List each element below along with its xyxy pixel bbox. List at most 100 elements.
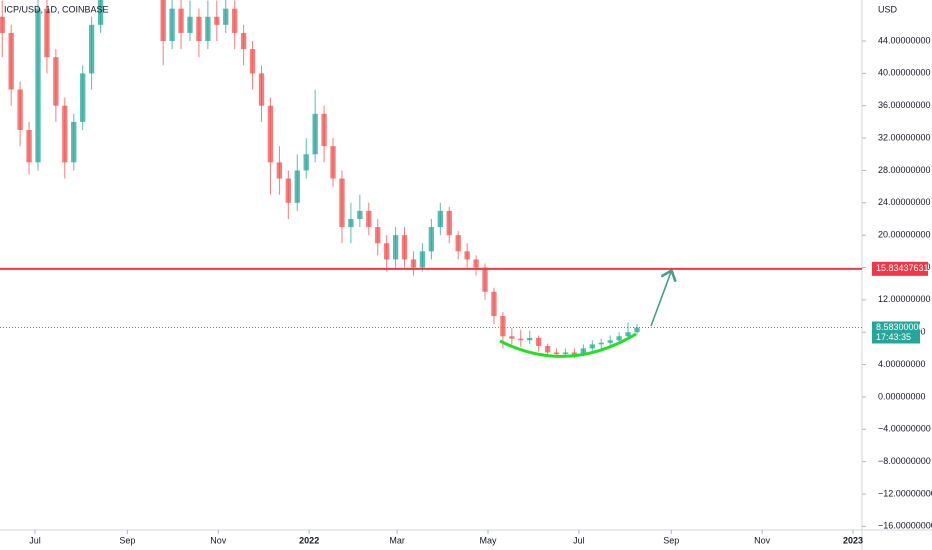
candle-body xyxy=(580,348,587,355)
candle-body xyxy=(464,251,470,260)
candle-body xyxy=(455,235,461,252)
y-tick-label: 4.00000000 xyxy=(878,359,926,369)
candle-body xyxy=(178,8,184,33)
candle-body xyxy=(589,344,595,349)
candle-body xyxy=(88,24,95,74)
arrow-drawing xyxy=(650,272,671,327)
candle-body xyxy=(428,227,435,252)
candle-body xyxy=(62,105,68,163)
candle-body xyxy=(294,170,300,203)
candle-body xyxy=(482,267,488,292)
candle-body xyxy=(196,16,202,42)
candle-body xyxy=(303,154,309,171)
candle-body xyxy=(357,210,363,219)
y-tick-label: 20.00000000 xyxy=(878,230,931,240)
countdown-label: 17:43:35 xyxy=(876,332,911,342)
candle-body xyxy=(544,345,551,353)
x-tick-label: 2022 xyxy=(299,535,319,545)
candle-body xyxy=(169,8,175,42)
x-tick-label: Jul xyxy=(573,535,585,545)
x-tick-label: Nov xyxy=(210,535,227,545)
chart-title: ICP/USD, 1D, COINBASE xyxy=(4,4,109,14)
x-tick-label: 2023 xyxy=(843,535,863,545)
x-tick-label: Mar xyxy=(389,535,405,545)
candle-body xyxy=(562,352,569,355)
candle-body xyxy=(223,8,229,25)
candle-body xyxy=(616,336,622,341)
candle-body xyxy=(44,8,50,58)
y-tick-label: 32.00000000 xyxy=(878,132,931,142)
candle-body xyxy=(267,105,274,163)
candle-body xyxy=(392,235,399,260)
level-label: 15.83437631 xyxy=(876,263,929,273)
candle-body xyxy=(232,8,238,33)
candle-body xyxy=(366,210,372,228)
candle-body xyxy=(339,178,345,228)
candle-body xyxy=(258,73,265,106)
x-tick-label: Sep xyxy=(119,535,135,545)
y-tick-label: −12.00000000 xyxy=(878,488,932,498)
y-tick-label: 12.00000000 xyxy=(878,294,931,304)
candle-body xyxy=(500,316,506,337)
candle-body xyxy=(26,129,32,163)
candle-body xyxy=(53,57,59,106)
candle-body xyxy=(205,16,211,42)
candle-body xyxy=(437,210,443,228)
candle-body xyxy=(598,342,604,345)
candle-body xyxy=(8,32,14,90)
candle-body xyxy=(285,178,292,203)
candle-body xyxy=(607,340,613,343)
candle-body xyxy=(419,251,426,268)
x-tick-label: May xyxy=(479,535,497,545)
candle-body xyxy=(249,49,256,74)
candle-body xyxy=(348,218,354,228)
candle-body xyxy=(35,8,41,163)
cup-drawing xyxy=(499,332,637,358)
y-tick-label: 24.00000000 xyxy=(878,197,931,207)
candle-body xyxy=(187,16,193,33)
candle-body xyxy=(240,32,247,50)
candle-body xyxy=(276,162,283,179)
x-tick-label: Sep xyxy=(663,535,679,545)
candle-body xyxy=(527,337,533,341)
candle-body xyxy=(160,0,166,42)
candles xyxy=(0,0,640,359)
x-tick-label: Jul xyxy=(29,535,41,545)
candle-body xyxy=(71,121,77,163)
candle-body xyxy=(473,259,479,268)
last-price-label: 8.58300000 xyxy=(876,322,924,332)
candle-body xyxy=(491,291,497,317)
candle-body xyxy=(214,16,220,25)
candle-body xyxy=(375,227,381,244)
candle-body xyxy=(625,332,631,337)
candle-body xyxy=(518,338,524,341)
candle-body xyxy=(634,327,640,333)
candle-body xyxy=(383,243,390,260)
x-tick-label: Nov xyxy=(754,535,771,545)
y-tick-label: 0.00000000 xyxy=(878,391,926,401)
y-tick-label: 28.00000000 xyxy=(878,165,931,175)
candle-body xyxy=(401,235,408,260)
candle-body xyxy=(97,0,104,25)
y-tick-label: −4.00000000 xyxy=(878,424,931,434)
candle-body xyxy=(410,259,417,268)
y-tick-label: −8.00000000 xyxy=(878,456,931,466)
currency-label: USD xyxy=(878,4,898,14)
candle-body xyxy=(330,146,336,179)
candle-body xyxy=(553,352,560,355)
y-tick-label: 44.00000000 xyxy=(878,35,931,45)
last-price-box xyxy=(872,321,920,344)
candle-body xyxy=(571,352,578,355)
candle-body xyxy=(446,210,452,236)
candle-body xyxy=(535,337,542,346)
y-tick-label: 40.00000000 xyxy=(878,68,931,78)
candle-body xyxy=(80,73,86,122)
candle-body xyxy=(509,336,515,339)
y-tick-label: 36.00000000 xyxy=(878,100,931,110)
candle-body xyxy=(0,16,5,33)
candle-body xyxy=(321,113,327,147)
level-label-box xyxy=(872,261,928,276)
y-tick-label: −16.00000000 xyxy=(878,521,932,531)
